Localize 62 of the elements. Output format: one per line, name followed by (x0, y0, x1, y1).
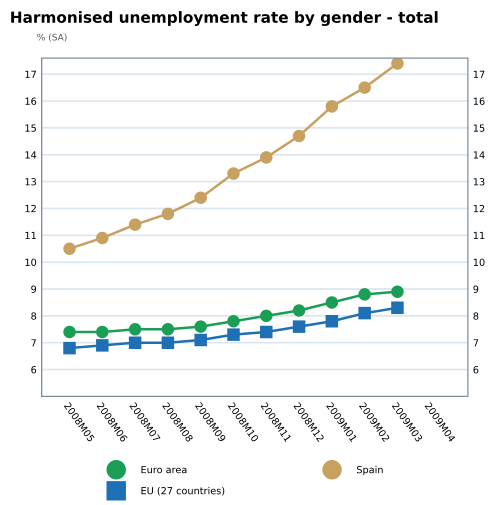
y2-tick-label: 17 (474, 70, 484, 78)
y2-tick-label: 6 (473, 366, 478, 374)
y-tick-label: 9 (31, 285, 36, 293)
y-tick-label: 14 (25, 151, 36, 158)
point (391, 302, 404, 314)
chart-title: Harmonised unemployment rate by gender - total (11, 11, 438, 26)
y2-tick-label: 10 (474, 258, 485, 266)
y2-tick-label: 7 (474, 339, 478, 346)
legend-label: EU (27 countries) (141, 486, 224, 496)
y2-tick-label: 9 (473, 285, 478, 293)
point (260, 326, 273, 338)
point (63, 326, 76, 338)
point (391, 58, 404, 70)
point (358, 81, 371, 94)
point (260, 151, 273, 164)
y2-tick-label: 12 (474, 204, 484, 212)
point (96, 232, 109, 244)
point (194, 334, 207, 346)
point (326, 296, 338, 309)
point (292, 304, 306, 317)
point (227, 328, 240, 341)
y-tick-label: 17 (25, 70, 36, 78)
point (358, 306, 371, 320)
chart-subtitle: % (SA) (37, 34, 67, 42)
point (227, 314, 240, 328)
y-tick-label: 8 (31, 312, 36, 320)
y-tick-label: 12 (25, 204, 36, 212)
point (292, 130, 306, 142)
point (96, 326, 109, 338)
point (128, 336, 142, 349)
point (194, 320, 207, 333)
legend-label: Spain (356, 466, 383, 476)
point (96, 339, 109, 352)
point (162, 208, 174, 220)
point (128, 218, 142, 231)
point (227, 167, 240, 180)
y2-tick-label: 13 (474, 178, 484, 186)
y-tick-label: 10 (25, 258, 36, 266)
point (128, 323, 142, 336)
y-tick-label: 6 (31, 366, 36, 374)
y2-tick-label: 8 (473, 312, 478, 320)
point (260, 310, 273, 322)
point (63, 342, 76, 354)
y2-tick-label: 11 (474, 232, 484, 239)
point (358, 288, 371, 301)
y-tick-label: 13 (25, 178, 36, 186)
y-tick-label: 15 (25, 124, 36, 132)
y-tick-label: 7 (31, 339, 36, 346)
legend-label: Euro area (141, 466, 186, 474)
point (162, 336, 174, 349)
y2-tick-label: 14 (474, 151, 485, 158)
point (391, 285, 404, 298)
point (326, 100, 338, 113)
point (162, 323, 174, 336)
y-tick-label: 11 (25, 232, 36, 239)
y2-tick-label: 16 (474, 98, 485, 105)
point (326, 314, 338, 328)
point (194, 191, 207, 204)
point (292, 320, 306, 333)
y-tick-label: 16 (25, 98, 36, 105)
point (63, 242, 76, 255)
y2-tick-label: 15 (474, 124, 484, 132)
